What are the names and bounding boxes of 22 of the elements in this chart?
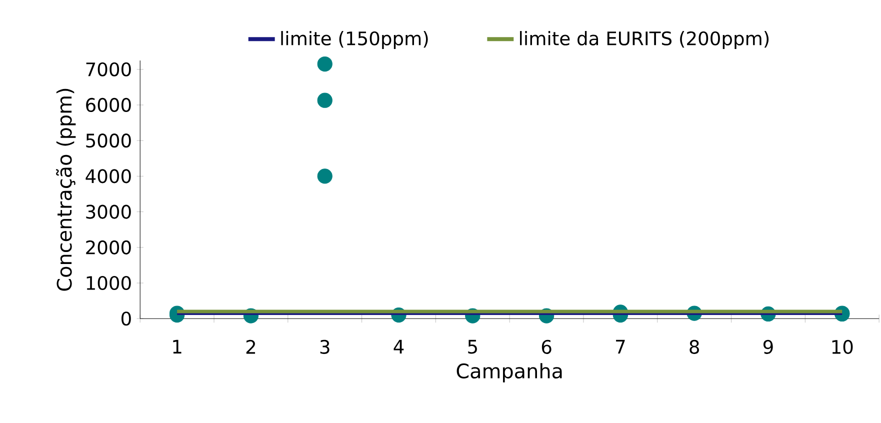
x-tick-label: 4: [394, 340, 404, 354]
x-tick-label: 8: [690, 340, 699, 354]
x-tick-label: 7: [616, 340, 625, 354]
y-tick-label: 3000: [86, 204, 131, 219]
legend-label: limite da EURITS (200ppm): [520, 30, 769, 49]
x-tick-label: 2: [246, 340, 256, 354]
x-axis-title: Campanha: [456, 362, 562, 382]
x-tick-label: 3: [320, 340, 330, 354]
y-axis-title: Concentração (ppm): [56, 88, 76, 291]
y-tick-label: 6000: [86, 98, 131, 112]
y-tick-label: 4000: [86, 169, 131, 184]
x-tick-label: 1: [173, 340, 182, 354]
x-tick-label: 9: [763, 340, 773, 354]
x-tick-label: 5: [468, 340, 477, 354]
y-tick-label: 7000: [86, 62, 131, 76]
y-tick-label: 1000: [86, 276, 131, 290]
legend-label: limite (150ppm): [281, 30, 428, 49]
y-tick-label: 5000: [86, 133, 131, 148]
y-tick-label: 0: [122, 311, 131, 326]
x-tick-label: 6: [542, 340, 552, 354]
x-tick-label: 10: [832, 340, 853, 354]
y-tick-label: 2000: [86, 240, 131, 254]
